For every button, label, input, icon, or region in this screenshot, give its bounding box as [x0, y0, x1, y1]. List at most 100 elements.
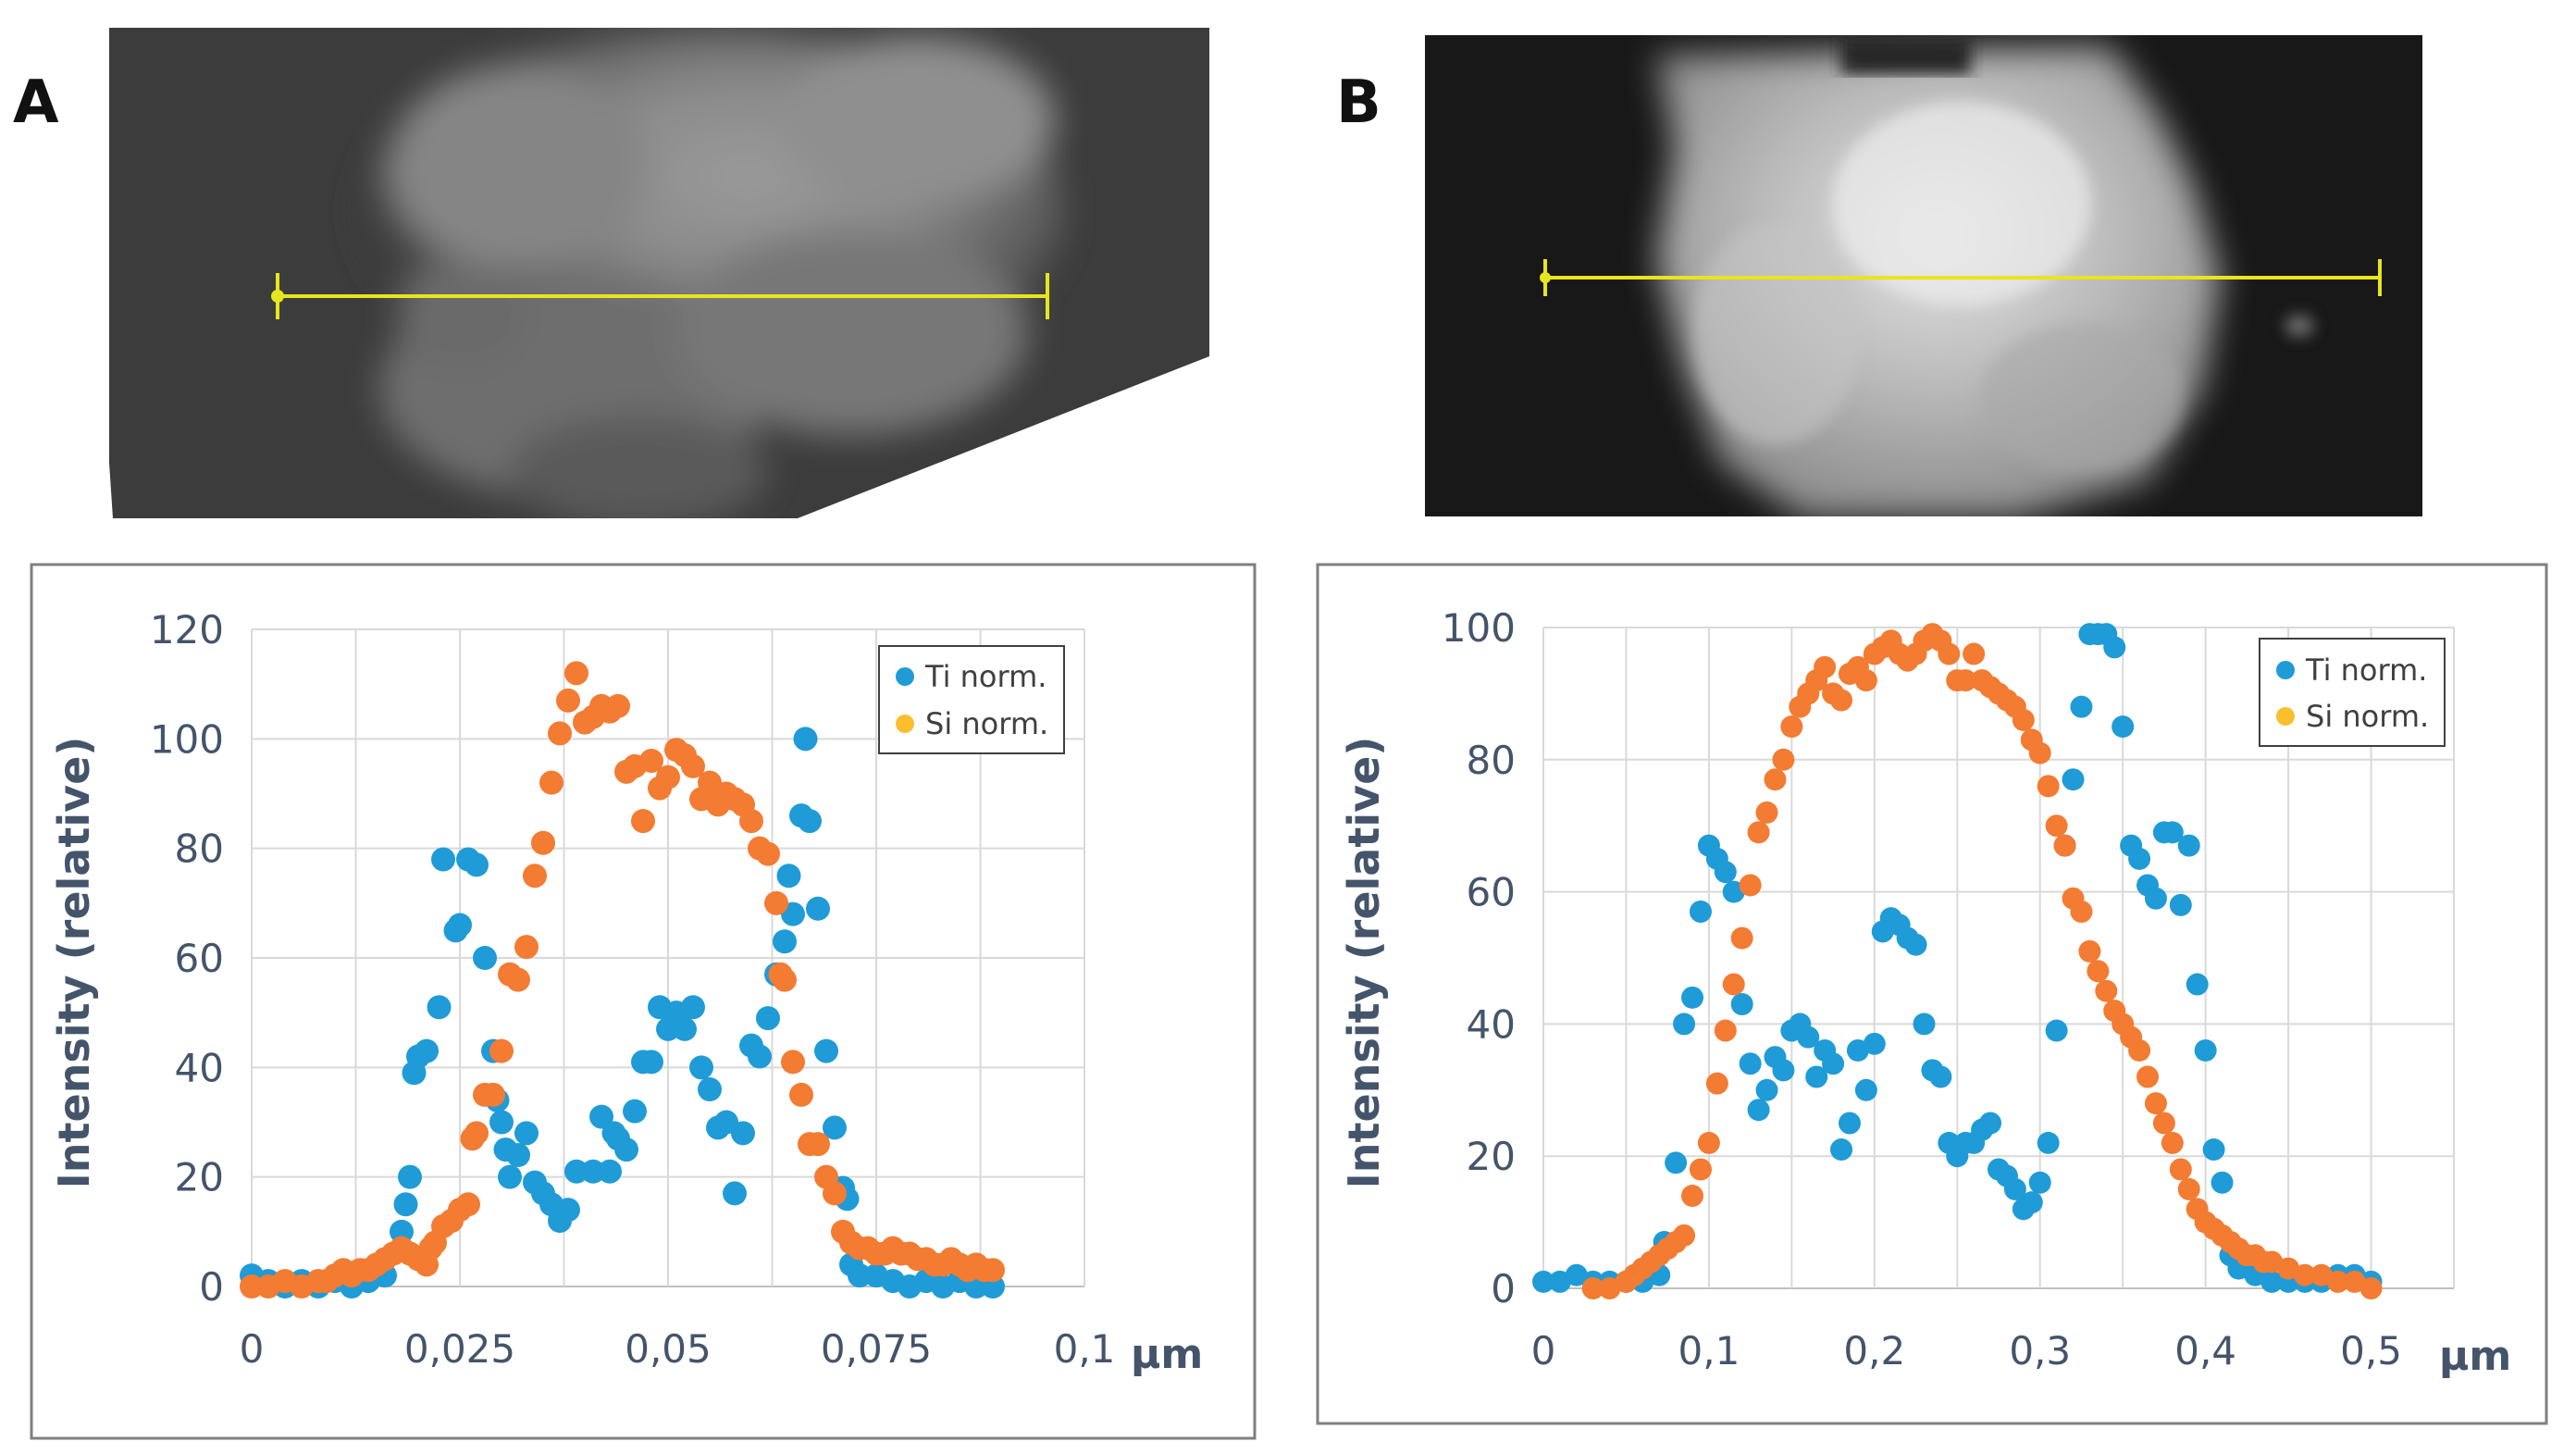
scan-line-a — [271, 273, 1049, 319]
ti-point — [776, 864, 801, 889]
panel-label-b: B — [1336, 68, 1381, 137]
ti-point — [2003, 1177, 2026, 1200]
ti-point — [1797, 1025, 1820, 1049]
ti-point — [1747, 1099, 1770, 1122]
si-point — [456, 1192, 480, 1217]
ti-point — [514, 1121, 539, 1146]
x-tick-label: 0,1 — [1054, 1326, 1116, 1372]
si-point — [523, 864, 547, 889]
ti-point — [2194, 1038, 2217, 1062]
y-tick-label: 0 — [199, 1264, 224, 1310]
chart-b-unit: µm — [2439, 1333, 2511, 1380]
legend-marker-ti — [896, 667, 914, 686]
ti-point — [793, 727, 818, 752]
si-point — [1681, 1185, 1704, 1208]
ti-point — [448, 913, 472, 938]
si-point — [1722, 973, 1745, 996]
chart-b-legend-ti: Ti norm. — [2305, 652, 2427, 688]
ti-point — [1532, 1270, 1554, 1293]
chart-b-legend-si: Si norm. — [2306, 699, 2429, 734]
ti-point — [2070, 695, 2093, 718]
si-point — [1764, 768, 1787, 791]
ti-point — [698, 1077, 722, 1101]
chart-a-ylabel: Intensity (relative) — [49, 737, 99, 1189]
ti-point — [556, 1198, 580, 1223]
si-point — [1963, 642, 1986, 665]
ti-point — [473, 946, 497, 970]
si-point — [1730, 926, 1753, 950]
ti-point — [2112, 715, 2135, 739]
si-point — [764, 890, 788, 915]
ti-point — [2062, 768, 2085, 791]
ti-point — [2260, 1270, 2284, 1293]
ti-point — [415, 1038, 439, 1063]
x-tick-label: 0,05 — [625, 1326, 712, 1372]
si-point — [806, 1132, 830, 1157]
ti-point — [2161, 821, 2184, 844]
si-point — [489, 1038, 514, 1063]
si-point — [1581, 1277, 1604, 1299]
x-tick-label: 0,075 — [821, 1326, 932, 1372]
ti-point — [806, 896, 830, 921]
chart-b-x-ticks: 0 0,1 0,2 0,3 0,4 0,5 — [1531, 1328, 2402, 1373]
si-point — [506, 967, 530, 992]
ti-point — [1929, 1065, 1952, 1088]
si-point — [1747, 821, 1770, 844]
si-point — [773, 967, 797, 992]
si-point — [631, 809, 655, 834]
ti-point — [1730, 992, 1753, 1015]
si-point — [564, 661, 588, 686]
ti-point — [489, 1110, 514, 1135]
si-point — [464, 1121, 489, 1146]
chart-b-ylabel: Intensity (relative) — [1339, 737, 1389, 1189]
x-tick-label: 0,4 — [2174, 1328, 2236, 1373]
ti-point — [848, 1263, 872, 1288]
ti-point — [498, 1164, 522, 1189]
chart-a-legend: Ti norm. Si norm. — [878, 645, 1065, 754]
si-point — [2144, 1092, 2167, 1115]
x-tick-label: 0,3 — [2009, 1328, 2071, 1373]
x-tick-label: 0,025 — [404, 1326, 515, 1372]
y-tick-label: 100 — [1442, 605, 1516, 651]
ti-point — [1979, 1112, 2002, 1135]
si-point — [2028, 741, 2051, 764]
ti-point — [2103, 636, 2126, 659]
chart-a-y-ticks: 0 20 40 60 80 100 120 — [150, 607, 224, 1310]
si-point — [606, 693, 630, 718]
si-point — [556, 688, 580, 713]
ti-point — [1904, 933, 1927, 956]
ti-point — [723, 1181, 747, 1206]
si-point — [1830, 689, 1853, 712]
si-point — [2037, 775, 2060, 798]
ti-point — [1673, 1013, 1696, 1036]
ti-point — [2186, 973, 2209, 996]
ti-point — [1838, 1112, 1861, 1135]
ti-point — [798, 809, 822, 834]
ti-point — [2169, 893, 2192, 916]
si-point — [1814, 655, 1837, 678]
ti-point — [506, 1143, 530, 1167]
ti-point — [1863, 1032, 1886, 1055]
si-point — [2359, 1277, 2383, 1299]
si-point — [539, 770, 564, 795]
ti-point — [393, 1192, 418, 1217]
si-point — [739, 809, 763, 834]
ti-point — [427, 995, 452, 1020]
ti-point — [814, 1038, 838, 1063]
si-point — [2326, 1270, 2349, 1293]
si-point — [2087, 960, 2110, 983]
si-point — [1755, 801, 1778, 824]
si-point — [1938, 642, 1961, 665]
si-point — [1697, 1131, 1720, 1154]
si-point — [981, 1258, 1005, 1283]
ti-point — [748, 1044, 772, 1069]
legend-marker-si — [896, 715, 914, 733]
si-point — [2293, 1263, 2316, 1286]
ti-point — [681, 995, 705, 1020]
ti-point — [614, 1137, 638, 1162]
y-tick-label: 20 — [1467, 1134, 1516, 1179]
chart-a-unit: µm — [1131, 1331, 1203, 1378]
si-point — [1772, 748, 1795, 771]
ti-point — [731, 1121, 755, 1146]
